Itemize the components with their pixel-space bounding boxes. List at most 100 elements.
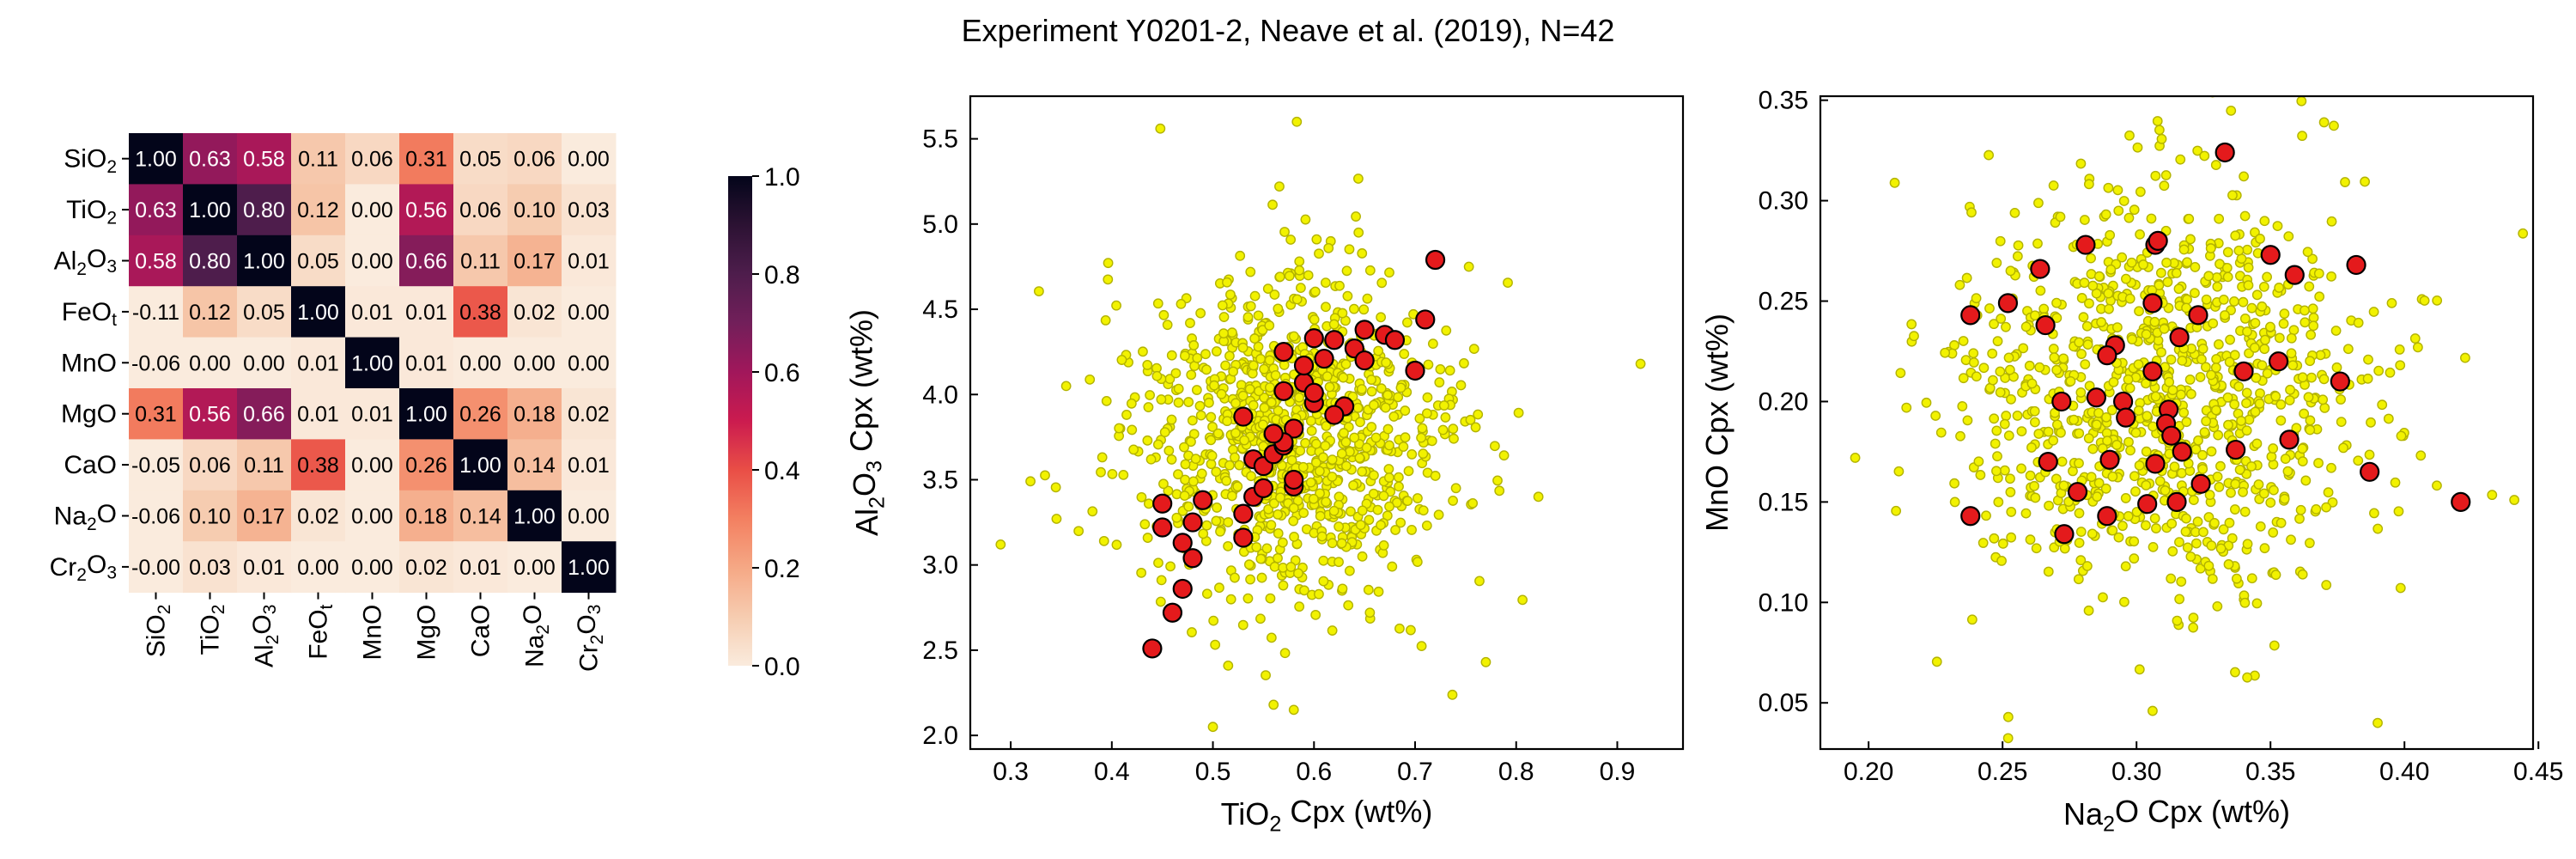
heatmap-cell-value: 0.01 — [568, 250, 610, 274]
background-point — [1261, 543, 1273, 554]
background-point — [2083, 605, 2094, 616]
background-point — [1968, 357, 1979, 368]
y-tick-label: 0.05 — [1759, 689, 1808, 717]
background-point — [1223, 517, 1234, 527]
heatmap-cell — [183, 337, 238, 389]
background-point — [1421, 520, 1432, 531]
background-point — [1440, 412, 1451, 423]
background-point — [2200, 362, 2211, 373]
background-point — [1121, 410, 1132, 420]
background-point — [2251, 289, 2263, 301]
background-point — [1191, 385, 1202, 395]
background-point — [2218, 294, 2229, 305]
background-point — [2130, 427, 2142, 438]
background-point — [2178, 407, 2190, 418]
background-point — [1480, 656, 1492, 667]
background-point — [1159, 427, 1170, 438]
background-point — [2033, 198, 2044, 209]
background-point — [2291, 423, 2302, 434]
background-point — [2108, 376, 2119, 387]
heatmap-cell-value: 0.01 — [297, 351, 339, 375]
background-point — [2192, 516, 2203, 527]
background-point — [1298, 508, 1309, 519]
heatmap-cell-value: 0.06 — [351, 148, 393, 172]
background-point — [1387, 561, 1398, 572]
heatmap-cell — [237, 490, 292, 542]
heatmap-row-labels: SiO2 TiO2 Al2O3 FeOt MnO MgO CaO Na2O Cr2O3 — [50, 145, 129, 585]
background-point — [2372, 523, 2384, 534]
heatmap-cell-value: 0.12 — [297, 198, 339, 222]
background-point — [1143, 402, 1154, 412]
background-point — [2229, 296, 2239, 307]
heatmap-cell-value: 0.10 — [189, 505, 231, 529]
figure-title: Experiment Y0201-2, Neave et al. (2019),… — [962, 13, 1615, 48]
background-point — [2363, 354, 2373, 365]
background-point — [1200, 349, 1211, 360]
background-point — [1186, 436, 1196, 448]
background-point — [2353, 317, 2364, 328]
background-point — [2241, 387, 2252, 399]
background-point — [2222, 247, 2233, 258]
heatmap-cell-value: 0.05 — [297, 250, 339, 274]
background-point — [1406, 624, 1416, 636]
background-point — [1096, 466, 1106, 478]
background-point — [1246, 471, 1256, 482]
background-point — [1395, 517, 1406, 528]
heatmap-cell-value: 0.00 — [243, 351, 285, 375]
background-point — [2331, 362, 2342, 373]
background-point — [2051, 313, 2063, 324]
background-point — [2206, 540, 2217, 551]
background-point — [2030, 310, 2040, 321]
background-point — [2412, 342, 2423, 353]
background-point — [1179, 490, 1190, 502]
heatmap-cell-value: -0.05 — [131, 454, 180, 478]
background-point — [1413, 493, 1423, 503]
heatmap-cell-value: 0.01 — [297, 403, 339, 427]
background-point — [1255, 613, 1266, 624]
background-point — [2146, 213, 2157, 224]
background-point — [2366, 417, 2376, 428]
heatmap-cell-value: 0.80 — [189, 250, 231, 274]
heatmap-cell — [345, 286, 400, 338]
heatmap-cell-value: 0.00 — [568, 351, 610, 375]
heatmap-cell-value: 0.80 — [243, 198, 285, 222]
background-point — [1394, 623, 1405, 634]
colorbar-tick-label: 0.6 — [764, 359, 800, 387]
background-point — [1253, 310, 1264, 321]
background-point — [1340, 436, 1352, 448]
background-point — [1098, 535, 1109, 546]
background-point — [2303, 392, 2314, 403]
background-point — [2002, 711, 2014, 722]
background-point — [1212, 428, 1224, 439]
background-point — [2270, 570, 2281, 581]
background-point — [2239, 506, 2251, 517]
background-point — [2214, 481, 2225, 492]
background-point — [1152, 298, 1163, 309]
background-point — [1373, 586, 1384, 597]
background-point — [1050, 482, 1061, 493]
background-point — [2081, 320, 2093, 332]
background-point — [2051, 364, 2063, 375]
background-point — [2318, 374, 2330, 385]
highlight-point — [2188, 305, 2208, 326]
background-point — [2329, 120, 2339, 131]
background-point — [2246, 302, 2257, 314]
background-point — [2119, 596, 2129, 607]
y-tick-label: 0.35 — [1759, 87, 1808, 115]
heatmap-cell-value: 1.00 — [243, 250, 285, 274]
background-point — [2274, 332, 2285, 344]
background-point — [1473, 409, 1484, 420]
background-point — [1958, 336, 1969, 346]
background-point — [2305, 356, 2316, 367]
background-point — [1417, 423, 1428, 434]
background-point — [1206, 411, 1217, 423]
background-point — [1364, 515, 1375, 526]
heatmap-cell — [129, 388, 184, 440]
background-point — [1217, 300, 1228, 311]
background-point — [1223, 540, 1233, 551]
background-point — [1285, 235, 1297, 245]
background-point — [1414, 413, 1425, 424]
background-point — [2224, 356, 2235, 368]
heatmap-cell-value: 0.14 — [459, 505, 501, 529]
background-point — [1237, 390, 1249, 401]
